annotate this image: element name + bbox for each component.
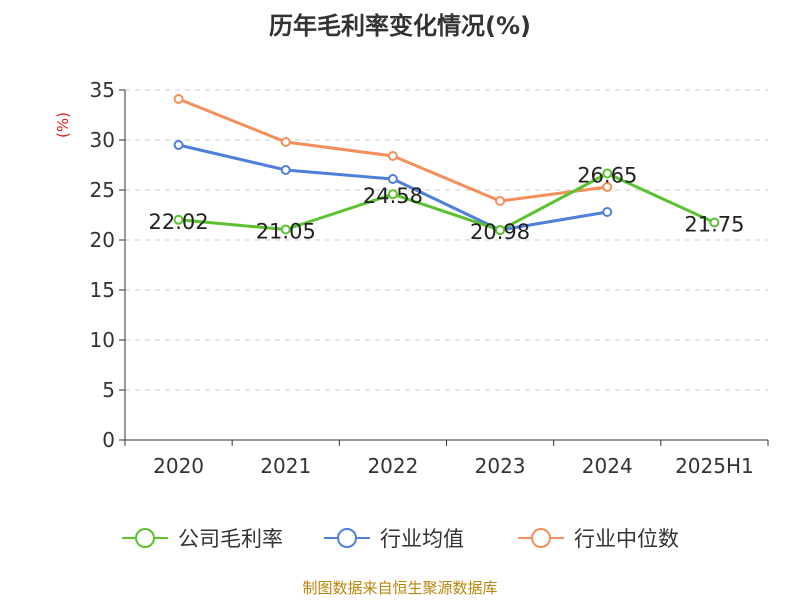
x-tick-label: 2020 — [153, 454, 204, 478]
y-axis-label: (%) — [54, 112, 72, 138]
y-tick-label: 35 — [90, 78, 115, 102]
data-point — [602, 168, 613, 179]
legend-label: 行业中位数 — [574, 527, 679, 551]
data-point — [280, 137, 291, 147]
data-point — [387, 151, 398, 161]
data-point — [387, 174, 398, 184]
legend-marker — [337, 528, 357, 548]
data-label: 21.75 — [684, 213, 744, 237]
legend-marker — [531, 528, 551, 548]
data-label: 24.58 — [363, 184, 423, 208]
y-tick-label: 5 — [102, 378, 115, 402]
y-tick-label: 15 — [90, 278, 115, 302]
x-tick-label: 2025H1 — [675, 454, 754, 478]
y-tick-label: 25 — [90, 178, 115, 202]
source-note: 制图数据来自恒生聚源数据库 — [302, 579, 498, 597]
data-point — [709, 217, 720, 228]
data-label: 22.02 — [149, 210, 209, 234]
data-point — [173, 94, 184, 104]
y-tick-label: 20 — [90, 228, 115, 252]
data-point — [173, 140, 184, 150]
data-point — [495, 225, 506, 236]
x-tick-label: 2023 — [475, 454, 526, 478]
x-tick-label: 2022 — [367, 454, 418, 478]
legend-marker — [135, 528, 155, 548]
y-tick-label: 10 — [90, 328, 115, 352]
data-point — [387, 189, 398, 200]
data-point — [602, 207, 613, 217]
y-tick-label: 0 — [102, 428, 115, 452]
data-point — [495, 196, 506, 206]
data-label: 21.05 — [256, 220, 316, 244]
x-tick-label: 2021 — [260, 454, 311, 478]
data-point — [280, 165, 291, 175]
data-label: 26.65 — [577, 164, 637, 188]
data-point — [602, 182, 613, 192]
legend-label: 行业均值 — [380, 527, 464, 551]
legend-label: 公司毛利率 — [178, 527, 283, 551]
data-point — [173, 214, 184, 225]
chart-title: 历年毛利率变化情况(%) — [269, 12, 531, 40]
x-tick-label: 2024 — [582, 454, 633, 478]
series-line — [178, 172, 716, 232]
data-label: 20.98 — [470, 220, 530, 244]
y-tick-label: 30 — [90, 128, 115, 152]
data-point — [280, 224, 291, 235]
